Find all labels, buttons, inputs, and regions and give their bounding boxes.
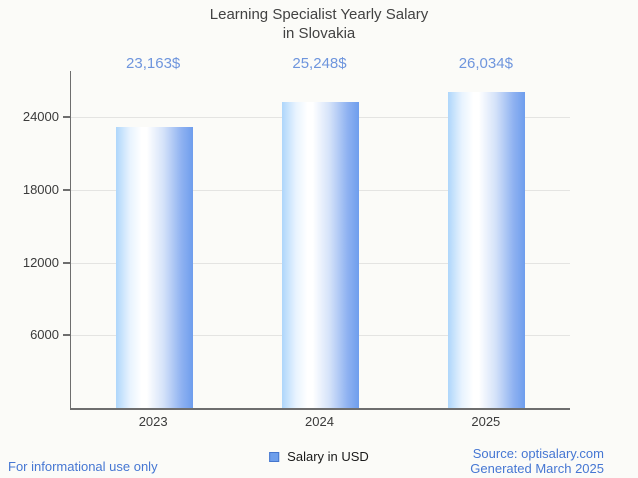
ytick-mark-24000: [63, 116, 71, 119]
ytick-label-18000: 18000: [22, 181, 59, 197]
chart-title-line1: Learning Specialist Yearly Salary: [209, 6, 429, 23]
value-label-2024: 25,248$: [292, 55, 347, 72]
ytick-label-24000: 24000: [22, 109, 59, 125]
ytick-mark-12000: [63, 261, 71, 264]
plot-area: [70, 71, 570, 410]
ytick-label-12000: 12000: [22, 254, 59, 270]
ytick-mark-6000: [63, 334, 71, 337]
legend: Salary in USD: [269, 449, 369, 464]
xtick-label-2025: 2025: [471, 414, 501, 429]
generated-date: Generated March 2025: [470, 461, 604, 476]
xtick-label-2023: 2023: [138, 414, 168, 429]
bar-2024: [282, 101, 359, 408]
ytick-label-6000: 6000: [30, 327, 59, 343]
disclaimer-text: For informational use only: [8, 459, 158, 474]
value-label-2023: 23,163$: [126, 55, 181, 72]
bar-2025: [448, 92, 526, 408]
chart-title: Learning Specialist Yearly Salary in Slo…: [0, 5, 638, 43]
chart-title-line2: in Slovakia: [282, 25, 356, 42]
legend-label: Salary in USD: [287, 449, 369, 464]
legend-swatch-icon: [269, 451, 280, 462]
bar-2023: [115, 127, 193, 408]
ytick-mark-18000: [63, 188, 71, 191]
xtick-label-2024: 2024: [305, 414, 334, 429]
value-label-2025: 26,034$: [458, 55, 513, 72]
source-link[interactable]: Source: optisalary.com: [472, 446, 604, 461]
source-block: Source: optisalary.com Generated March 2…: [470, 446, 604, 476]
